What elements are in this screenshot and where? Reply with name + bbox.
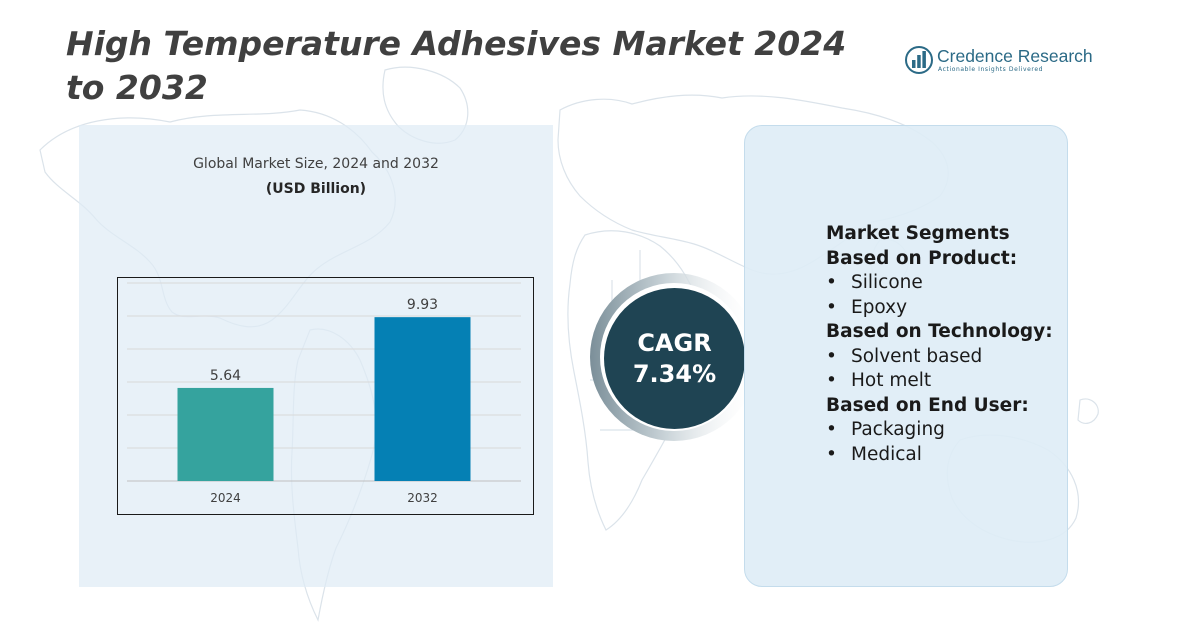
logo-tagline: Actionable Insights Delivered <box>938 66 1044 73</box>
x-tick-label-2032: 2032 <box>407 491 438 505</box>
chart-title: Global Market Size, 2024 and 2032 <box>193 156 439 172</box>
segments-heading: Market Segments <box>826 223 1010 244</box>
company-logo: Credence Research Actionable Insights De… <box>905 44 1095 78</box>
cagr-label: CAGR <box>637 328 712 357</box>
bar-2032 <box>374 317 471 481</box>
bullet: • <box>826 419 837 440</box>
segment-item: • Solvent based <box>826 345 1053 370</box>
segment-item-label: Packaging <box>851 419 945 440</box>
bullet: • <box>826 272 837 293</box>
segment-item-label: Hot melt <box>851 370 932 391</box>
bullet: • <box>826 296 837 318</box>
bullet: • <box>826 345 837 367</box>
segments-panel <box>744 125 1068 587</box>
segment-item: • Hot melt <box>826 369 1053 394</box>
segment-group-title: Based on Product: <box>826 247 1018 269</box>
segment-item: • Epoxy <box>826 296 1053 321</box>
segment-item: • Packaging <box>826 418 1053 443</box>
x-tick-label-2024: 2024 <box>210 491 241 505</box>
page-title: High Temperature Adhesives Market 2024 t… <box>66 24 847 107</box>
bullet: • <box>826 443 837 465</box>
segment-item: • Medical <box>826 443 1053 468</box>
segment-item-label: Solvent based <box>851 345 983 367</box>
segment-item-label: Epoxy <box>851 296 908 318</box>
segment-item: • Silicone <box>826 271 1053 296</box>
logo-name: Credence Research <box>937 46 1093 66</box>
data-label-2024: 5.64 <box>210 368 241 384</box>
market-segments-list: Market Segments Based on Product: • Silic… <box>826 222 1053 467</box>
bar-chart-logo-icon <box>905 46 933 74</box>
data-label-2032: 9.93 <box>407 297 438 313</box>
cagr-badge: CAGR 7.34% <box>604 288 745 429</box>
bullet: • <box>826 370 837 391</box>
segment-item-label: Silicone <box>851 272 923 293</box>
market-size-bar-chart: 5.64 2024 9.93 2032 <box>117 277 534 515</box>
chart-unit-label: (USD Billion) <box>265 181 367 197</box>
chart-frame <box>117 277 534 515</box>
bar-2024 <box>177 387 274 481</box>
market-size-panel <box>79 125 553 587</box>
segment-item-label: Medical <box>851 443 922 465</box>
cagr-value: 7.34% <box>632 359 717 388</box>
segment-group-title: Based on End User: <box>826 394 1029 416</box>
segment-group-title: Based on Technology: <box>826 321 1053 342</box>
